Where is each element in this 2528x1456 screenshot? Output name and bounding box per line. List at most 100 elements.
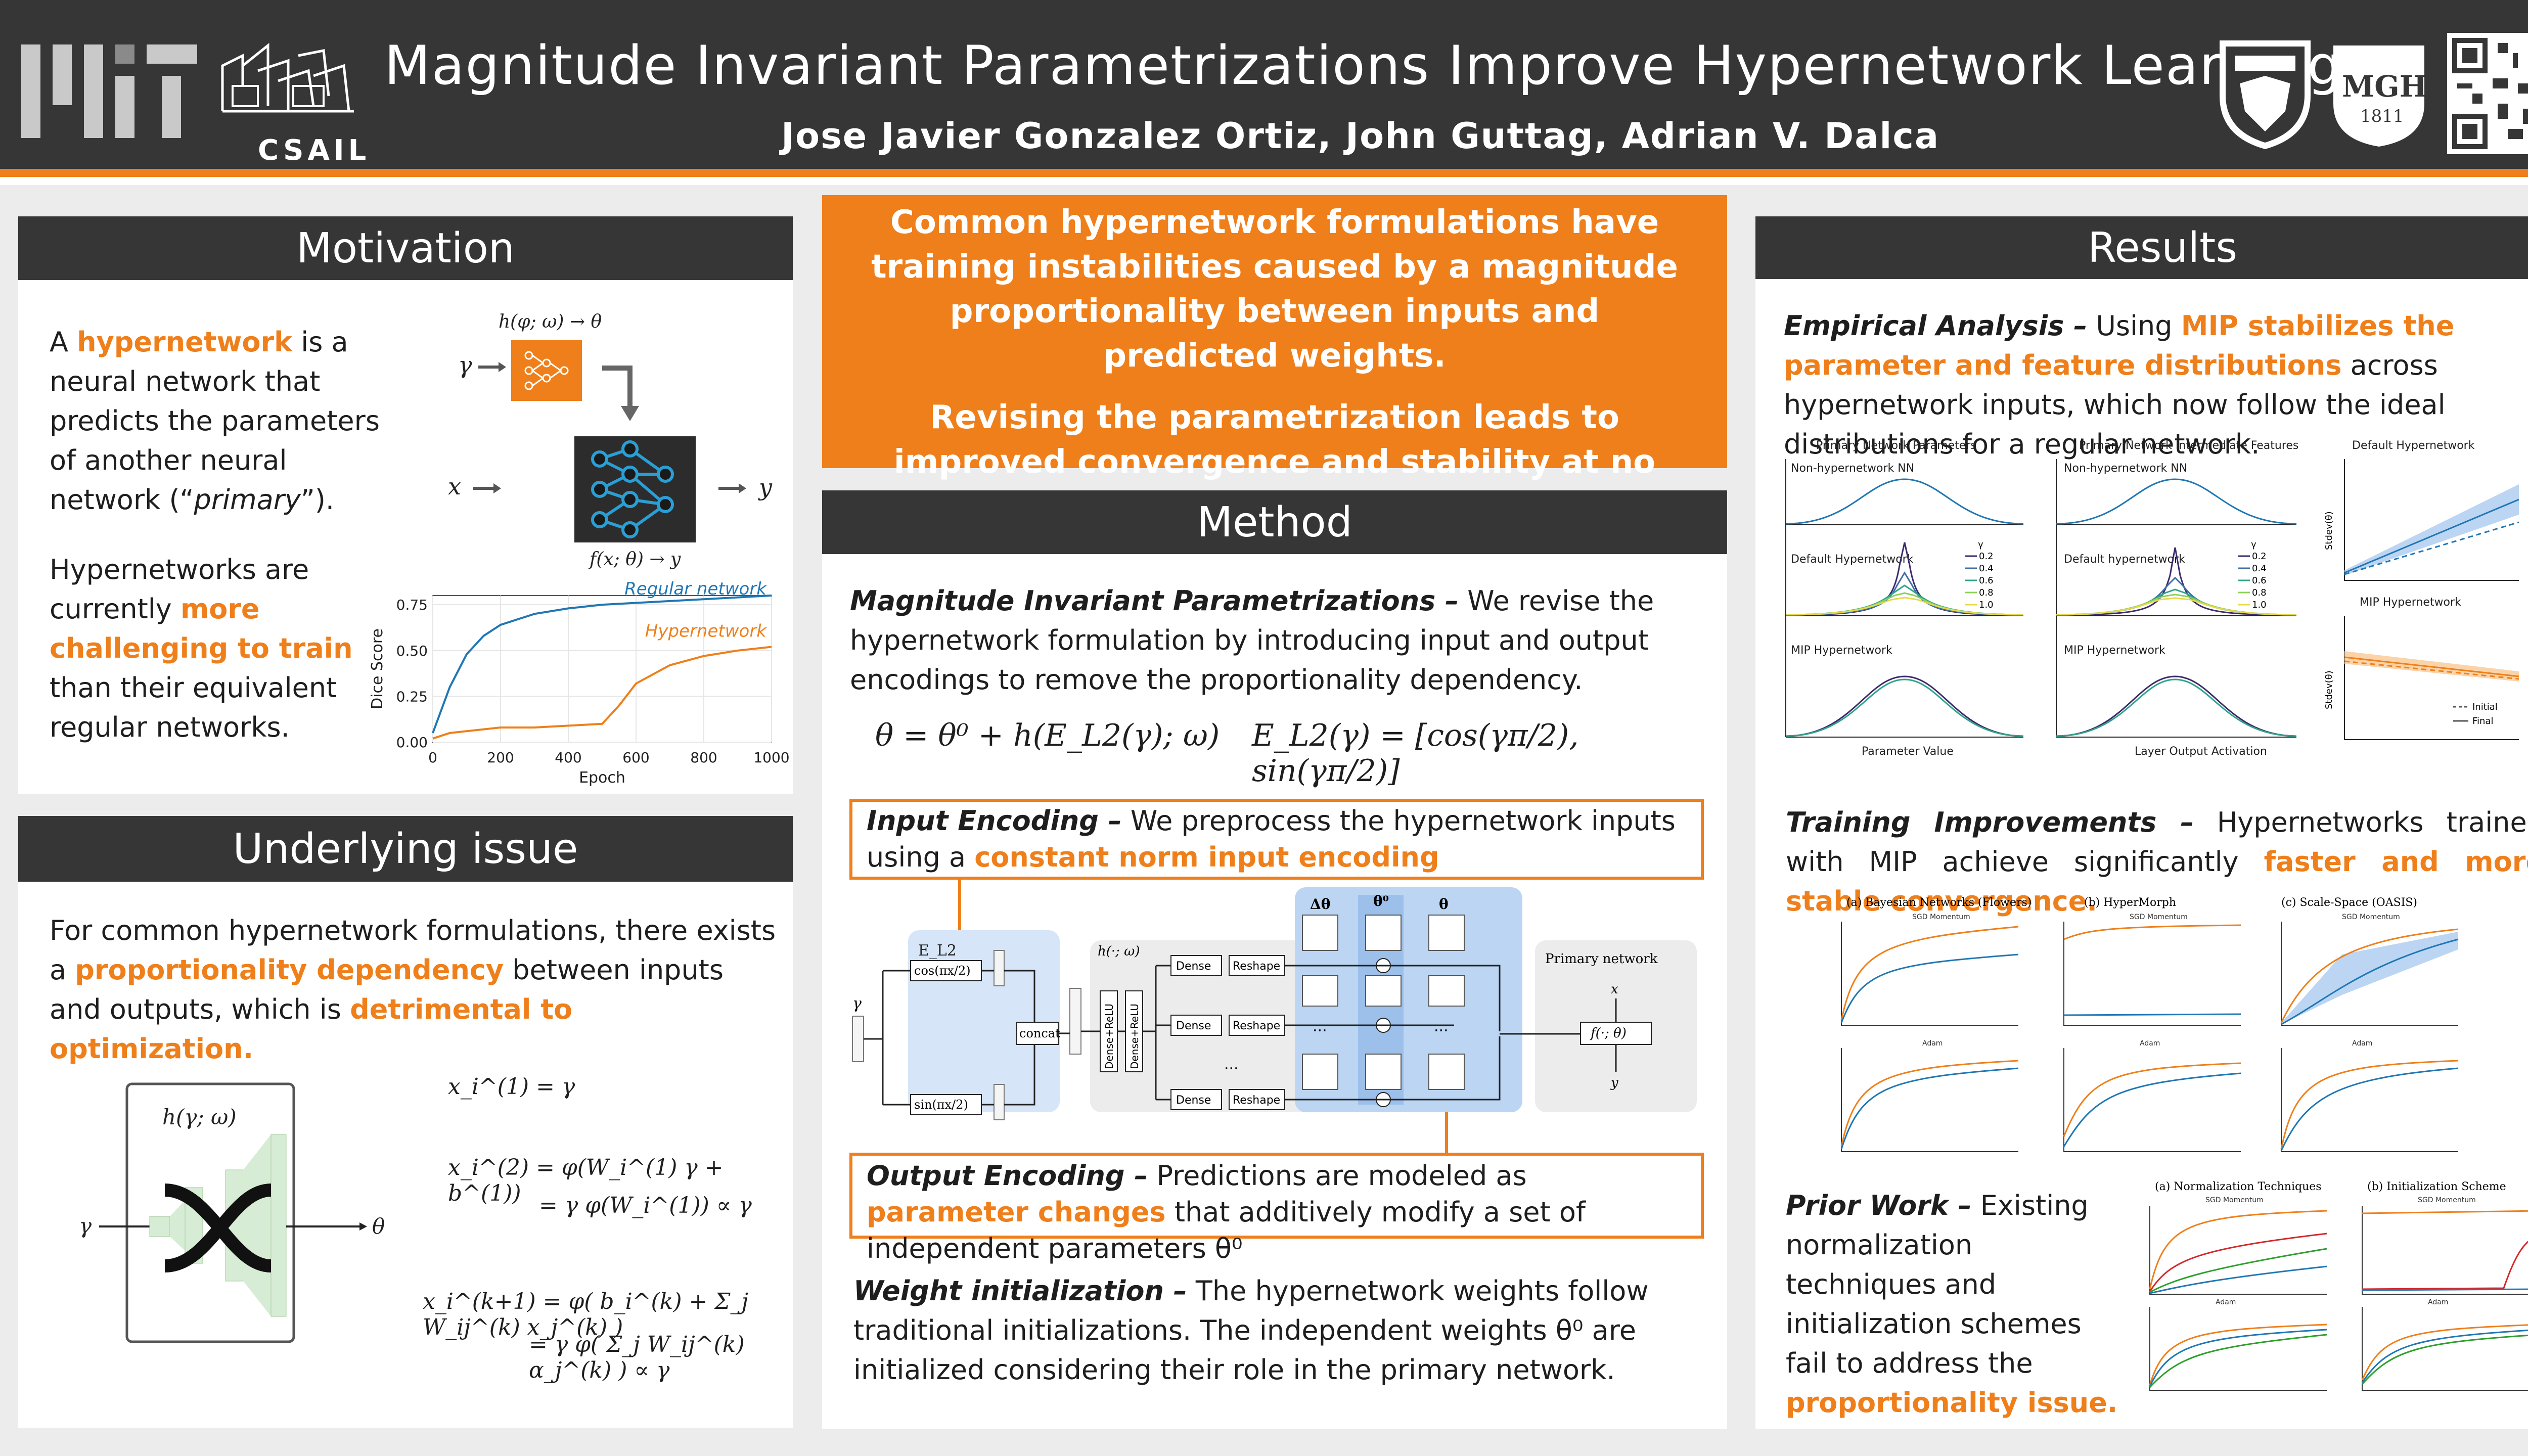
svg-text:0.6: 0.6 [2252,575,2267,586]
poster-header: CSAIL Magnitude Invariant Parametrizatio… [0,0,2528,177]
svg-text:Adam: Adam [2352,1039,2372,1048]
hypernetwork-diagram: h(φ; ω) → θ γ x y f(x; θ) → y [448,311,773,570]
svg-text:(b) Initialization Scheme: (b) Initialization Scheme [2367,1180,2506,1193]
mgh-year: 1811 [2360,106,2404,126]
underlying-issue-panel: Underlying issue For common hypernetwork… [18,816,793,1428]
poster-authors: Jose Javier Gonzalez Ortiz, John Guttag,… [781,115,1940,157]
eq-layer-2b: = γ φ(W_i^(1)) ∝ γ [539,1193,752,1218]
svg-text:...: ... [1224,1056,1239,1073]
svg-text:γ: γ [852,995,862,1013]
svg-text:Dense+ReLU: Dense+ReLU [1128,1004,1141,1069]
svg-text:Adam: Adam [2428,1298,2448,1306]
svg-text:Dense: Dense [1176,1094,1211,1107]
prior-work-figure: (a) Normalization Techniques (b) Initial… [2149,1180,2528,1391]
theta-equation: θ = θ⁰ + h(E_L2(γ); ω) [875,718,1220,753]
method-panel: Method Magnitude Invariant Parametrizati… [822,490,1727,1429]
svg-text:sin(πx/2): sin(πx/2) [914,1098,968,1112]
svg-text:0.8: 0.8 [1979,587,1994,598]
csail-building-icon [221,42,354,113]
key-message-banner: Common hypernetwork formulations have tr… [822,195,1727,525]
banner-line-1: Common hypernetwork formulations have tr… [871,204,1678,375]
encoding-equation: E_L2(γ) = [cos(γπ/2), sin(γπ/2)] [1252,718,1579,789]
svg-text:1.0: 1.0 [2252,600,2267,610]
series-line-1 [432,646,772,740]
svg-text:0.4: 0.4 [2252,563,2267,574]
eq-layer-2a: x_i^(2) = φ(W_i^(1) γ + b^(1)) [448,1155,724,1206]
svg-text:y: y [1610,1075,1618,1090]
y-tick-label: 0.75 [396,597,428,613]
motivation-panel: Motivation A hypernetwork is a neural ne… [18,216,793,794]
proportionality-network-diagram: h(γ; ω) γ θ [79,1082,385,1343]
harvard-shield-icon [2220,40,2311,149]
theta-label: θ [372,1214,385,1239]
output-encoding-box: Output Encoding – Predictions are modele… [849,1153,1704,1264]
infinity-icon [164,1184,272,1272]
svg-text:Default Hypernetwork: Default Hypernetwork [1791,553,1914,566]
x-tick-label: 200 [487,749,514,766]
training-curves-figure: (a) Bayesian Networks (Flowers) (b) Hype… [1840,896,2459,1152]
svg-text:Stdev(θ): Stdev(θ) [2324,670,2334,709]
svg-text:Adam: Adam [1922,1039,1943,1048]
mgh-logo: MGH 1811 [2331,43,2427,149]
svg-text:f(·; θ): f(·; θ) [1590,1026,1627,1041]
svg-text:(b) HyperMorph: (b) HyperMorph [2084,896,2176,909]
svg-text:cos(πx/2): cos(πx/2) [914,964,971,978]
svg-text:MIP Hypernetwork: MIP Hypernetwork [2064,644,2165,657]
weight-init-paragraph: Weight initialization – The hypernetwork… [853,1275,1649,1386]
network-label: h(γ; ω) [162,1105,237,1129]
svg-text:γ: γ [2251,539,2256,550]
svg-text:θ⁰: θ⁰ [1373,893,1389,909]
svg-text:0.2: 0.2 [2252,551,2267,562]
distribution-figure: Primary Network Parameters Primary Netwo… [1785,439,2519,757]
svg-text:concat: concat [1019,1026,1060,1040]
underlying-issue-heading: Underlying issue [18,816,793,882]
svg-text:Reshape: Reshape [1233,960,1280,973]
training-paragraph: Training Improvements – Hypernetworks tr… [1786,806,2528,917]
svg-text:SGD Momentum: SGD Momentum [2418,1196,2476,1204]
motivation-heading: Motivation [18,216,793,280]
series-label-1: Hypernetwork [645,621,768,642]
svg-text:...: ... [1313,1018,1327,1035]
svg-text:SGD Momentum: SGD Momentum [2205,1196,2264,1204]
mip-paragraph: Magnitude Invariant Parametrizations – W… [850,585,1654,696]
x-tick-label: 400 [555,749,581,766]
y-tick-label: 0.25 [396,688,428,705]
svg-text:Adam: Adam [2140,1039,2160,1048]
results-panel: Results Empirical Analysis – Using MIP s… [1755,216,2528,1429]
svg-text:(a) Bayesian Networks (Flowers: (a) Bayesian Networks (Flowers) [1846,896,2032,909]
x-tick-label: 600 [622,749,649,766]
eq-layer-1: x_i^(1) = γ [448,1074,575,1100]
prior-work-paragraph: Prior Work – Existing normalization tech… [1786,1190,2118,1419]
empirical-paragraph: Empirical Analysis – Using MIP stabilize… [1784,310,2455,460]
hypernetwork-graph-icon [524,351,569,390]
y-tick-label: 0.00 [396,734,428,751]
poster-title: Magnitude Invariant Parametrizations Imp… [384,34,2342,97]
svg-text:Default Hypernetwork: Default Hypernetwork [2352,439,2475,452]
motivation-paragraph-1: A hypernetwork is a neural network that … [50,326,380,516]
svg-text:0.2: 0.2 [1979,551,1994,562]
eq-layer-k-b: = γ φ( Σ_j W_ij^(k) α_j^(k) ) ∝ γ [529,1332,745,1383]
chart-plot-area [432,595,772,743]
svg-text:(c) Scale-Space (OASIS): (c) Scale-Space (OASIS) [2281,896,2417,909]
el2-label: E_L2 [918,942,957,960]
svg-text:Primary network: Primary network [1545,951,1658,967]
csail-label: CSAIL [258,134,371,167]
svg-text:1.0: 1.0 [1979,600,1994,610]
x-tick-label: 800 [690,749,717,766]
svg-text:θ: θ [1439,896,1449,913]
mip-architecture-diagram: E_L2 γ cos(πx/2) sin(πx/2) concat h(·; ω… [852,880,1697,1153]
svg-text:Non-hypernetwork NN: Non-hypernetwork NN [1791,462,1914,475]
qr-code-icon[interactable] [2447,33,2528,154]
hypernetwork-block [511,340,582,401]
svg-text:Dense+ReLU: Dense+ReLU [1103,1004,1115,1069]
svg-text:SGD Momentum: SGD Momentum [1912,913,1970,921]
y-tick-label: 0.50 [396,643,428,659]
x-tick-label: 0 [428,749,437,766]
mgh-label: MGH [2342,69,2427,104]
x-tick-label: 1000 [753,749,789,766]
svg-text:SGD Momentum: SGD Momentum [2342,913,2400,921]
series-label-0: Regular network [624,580,767,599]
svg-text:Final: Final [2472,716,2493,726]
svg-text:Primary Network Parameters: Primary Network Parameters [1816,439,1976,452]
svg-text:Primary Network Intermediate F: Primary Network Intermediate Features [2079,439,2298,452]
